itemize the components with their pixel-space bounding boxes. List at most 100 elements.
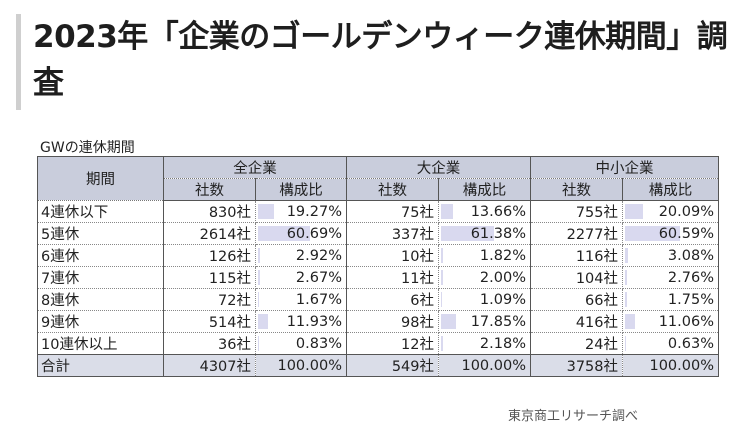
company-count-cell: 514社 (163, 310, 256, 333)
company-count-cell: 10社 (346, 244, 439, 267)
ratio-bar (441, 248, 443, 263)
table-row: 10連休以上 36社 0.83% 12社 2.18% 24社 0.63% (37, 332, 719, 355)
ratio-value: 60.59% (658, 225, 714, 242)
ratio-value: 20.09% (658, 203, 714, 220)
ratio-cell: 60.59% (622, 222, 719, 245)
ratio-bar (441, 270, 443, 285)
period-label: 9連休 (37, 310, 164, 333)
ratio-value: 100.00% (649, 357, 714, 374)
ratio-cell: 11.93% (255, 310, 347, 333)
company-count-cell: 4307社 (163, 354, 256, 377)
ratio-cell: 2.18% (438, 332, 531, 355)
ratio-cell: 100.00% (255, 354, 347, 377)
ratio-bar (441, 314, 457, 329)
ratio-bar (625, 226, 680, 241)
table-row: 6連休 126社 2.92% 10社 1.82% 116社 3.08% (37, 244, 719, 267)
company-count-cell: 116社 (530, 244, 623, 267)
ratio-value: 3.08% (667, 247, 714, 264)
ratio-value: 2.76% (667, 269, 714, 286)
ratio-value: 1.75% (667, 291, 714, 308)
ratio-value: 2.92% (295, 247, 342, 264)
ratio-bar (258, 292, 260, 307)
company-count-cell: 98社 (346, 310, 439, 333)
period-label: 5連休 (37, 222, 164, 245)
ratio-value: 2.18% (479, 335, 526, 352)
period-label: 10連休以上 (37, 332, 164, 355)
company-count-cell: 416社 (530, 310, 623, 333)
ratio-value: 1.09% (479, 291, 526, 308)
ratio-value: 19.27% (286, 203, 342, 220)
ratio-bar (625, 292, 627, 307)
company-count-cell: 755社 (530, 200, 623, 223)
company-count-cell: 115社 (163, 266, 256, 289)
ratio-cell: 1.09% (438, 288, 531, 311)
ratio-value: 60.69% (286, 225, 342, 242)
ratio-value: 0.83% (295, 335, 342, 352)
ratio-cell: 100.00% (622, 354, 719, 377)
period-label: 6連休 (37, 244, 164, 267)
ratio-cell: 1.67% (255, 288, 347, 311)
table-row: 7連休 115社 2.67% 11社 2.00% 104社 2.76% (37, 266, 719, 289)
ratio-bar (625, 314, 635, 329)
company-count-cell: 36社 (163, 332, 256, 355)
ratio-cell: 0.63% (622, 332, 719, 355)
company-count-cell: 337社 (346, 222, 439, 245)
col-header-ratio: 構成比 (438, 178, 531, 201)
table-row: 5連休 2614社 60.69% 337社 61.38% 2277社 60.59% (37, 222, 719, 245)
ratio-bar (258, 204, 275, 219)
table-row: 9連休 514社 11.93% 98社 17.85% 416社 11.06% (37, 310, 719, 333)
ratio-value: 11.93% (286, 313, 342, 330)
company-count-cell: 75社 (346, 200, 439, 223)
ratio-bar (625, 204, 644, 219)
total-label: 合計 (37, 354, 164, 377)
company-count-cell: 830社 (163, 200, 256, 223)
col-header-count: 社数 (346, 178, 439, 201)
ratio-cell: 2.00% (438, 266, 531, 289)
ratio-bar (258, 248, 261, 263)
ratio-cell: 3.08% (622, 244, 719, 267)
ratio-cell: 61.38% (438, 222, 531, 245)
table-row: 8連休 72社 1.67% 6社 1.09% 66社 1.75% (37, 288, 719, 311)
group-header-sme: 中小企業 (530, 156, 719, 179)
ratio-cell: 20.09% (622, 200, 719, 223)
ratio-cell: 100.00% (438, 354, 531, 377)
ratio-cell: 1.82% (438, 244, 531, 267)
ratio-bar (258, 314, 269, 329)
company-count-cell: 24社 (530, 332, 623, 355)
ratio-cell: 2.76% (622, 266, 719, 289)
ratio-value: 1.82% (479, 247, 526, 264)
period-label: 8連休 (37, 288, 164, 311)
company-count-cell: 104社 (530, 266, 623, 289)
ratio-bar (441, 226, 495, 241)
ratio-value: 100.00% (277, 357, 342, 374)
col-header-count: 社数 (530, 178, 623, 201)
ratio-value: 0.63% (667, 335, 714, 352)
table-total-row: 合計 4307社 100.00% 549社 100.00% 3758社 100.00% (37, 354, 719, 377)
company-count-cell: 549社 (346, 354, 439, 377)
ratio-cell: 2.92% (255, 244, 347, 267)
ratio-cell: 60.69% (255, 222, 347, 245)
ratio-bar (625, 270, 628, 285)
table-row: 4連休以下 830社 19.27% 75社 13.66% 755社 20.09% (37, 200, 719, 223)
ratio-value: 2.00% (479, 269, 526, 286)
company-count-cell: 126社 (163, 244, 256, 267)
ratio-cell: 19.27% (255, 200, 347, 223)
ratio-bar (258, 336, 259, 351)
ratio-value: 2.67% (295, 269, 342, 286)
title-block: 2023年「企業のゴールデンウィーク連休期間」調査 (16, 14, 736, 110)
ratio-value: 61.38% (470, 225, 526, 242)
ratio-cell: 0.83% (255, 332, 347, 355)
company-count-cell: 66社 (530, 288, 623, 311)
company-count-cell: 11社 (346, 266, 439, 289)
table-caption: GWの連休期間 (40, 140, 135, 156)
period-label: 4連休以下 (37, 200, 164, 223)
company-count-cell: 2614社 (163, 222, 256, 245)
ratio-cell: 2.67% (255, 266, 347, 289)
gw-holiday-table: 期間 全企業 大企業 中小企業 社数 構成比 社数 構成比 社数 構成比 4連休… (37, 156, 719, 377)
ratio-value: 11.06% (658, 313, 714, 330)
ratio-value: 17.85% (470, 313, 526, 330)
company-count-cell: 6社 (346, 288, 439, 311)
company-count-cell: 72社 (163, 288, 256, 311)
ratio-cell: 1.75% (622, 288, 719, 311)
ratio-value: 100.00% (461, 357, 526, 374)
